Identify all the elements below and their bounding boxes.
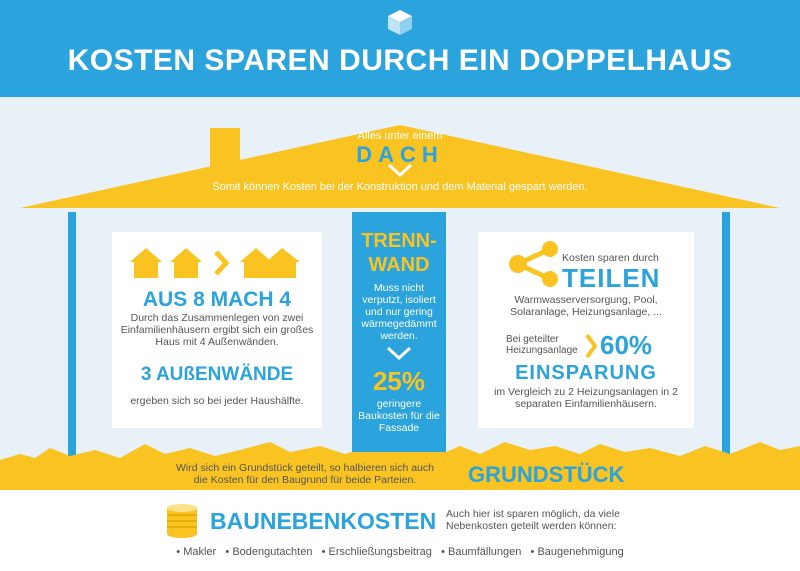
trennwand-title-1: TRENN- — [361, 230, 437, 252]
share-list: Warmwasserversorgung, Pool, Solaranlage,… — [510, 294, 662, 318]
left-text-2: ergeben sich so bei jeder Haushälfte. — [130, 395, 304, 407]
list-item: • Makler — [176, 546, 217, 558]
list-item: • Bodengutachten — [225, 546, 313, 558]
trennwand-text: Muss nicht verputzt, isoliert und nur ge… — [361, 282, 437, 342]
left-wall-pillar — [68, 212, 76, 456]
heating-label: Bei geteilter Heizungsanlage — [506, 334, 578, 356]
roof-shape — [20, 125, 780, 208]
left-text: Durch das Zusammenlegen von zwei Einfami… — [120, 312, 314, 348]
houses-8-to-4-icon — [130, 248, 300, 278]
chevron-down-icon — [386, 346, 412, 360]
list-item: • Baugenehmigung — [530, 546, 624, 558]
bottom-title: BAUNEBENKOSTEN — [210, 508, 437, 534]
ground-label: GRUNDSTÜCK — [468, 462, 625, 487]
left-headline-2: 3 AUßENWÄNDE — [140, 364, 294, 385]
right-wall-pillar — [722, 212, 730, 456]
chevron-right-icon — [585, 333, 598, 359]
left-info-card: AUS 8 MACH 4 Durch das Zusammenlegen von… — [112, 232, 322, 428]
ground-shape — [0, 442, 800, 490]
roof-description: Somit können Kosten bei der Konstruktion… — [212, 181, 588, 193]
list-item: • Erschließungsbeitrag — [321, 546, 432, 558]
roof-big-text: DACH — [356, 142, 444, 167]
right-info-card: Kosten sparen durch TEILEN Warmwasserver… — [478, 232, 694, 428]
roof-small-text: Alles unter einem — [357, 130, 443, 142]
share-icon — [509, 241, 558, 287]
ground-text: Wird sich ein Grundstück geteilt, so hal… — [176, 462, 434, 486]
coins-icon — [167, 504, 197, 538]
page-title: KOSTEN SPAREN DURCH EIN DOPPELHAUS — [67, 44, 733, 77]
list-item: • Baumfällungen — [441, 546, 522, 558]
trennwand-percent: 25% — [372, 366, 426, 396]
cost-list: • Makler • Bodengutachten • Erschließung… — [0, 546, 800, 558]
left-headline: AUS 8 MACH 4 — [142, 288, 292, 311]
bottom-text: Auch hier ist sparen möglich, da viele N… — [446, 508, 620, 532]
savings-headline: EINSPARUNG — [515, 362, 657, 384]
trennwand-text-2: geringere Baukosten für die Fassade — [358, 398, 440, 434]
chevron-down-icon — [387, 163, 413, 177]
heating-percent: 60% — [600, 330, 653, 360]
trennwand-column: TRENN- WAND Muss nicht verputzt, isolier… — [352, 212, 446, 456]
savings-text: im Vergleich zu 2 Heizungsanlagen in 2 s… — [494, 386, 678, 410]
share-small-text: Kosten sparen durch — [562, 252, 659, 264]
share-big-text: TEILEN — [562, 263, 661, 293]
bottom-section — [0, 490, 800, 571]
trennwand-title-2: WAND — [368, 254, 430, 276]
cube-logo-icon — [388, 10, 412, 35]
